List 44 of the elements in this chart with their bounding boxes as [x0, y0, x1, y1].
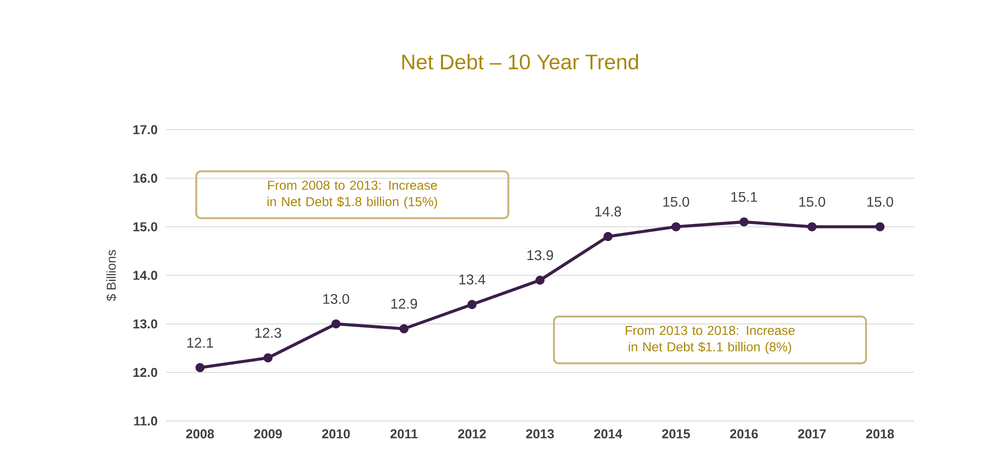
- y-tick-label: 11.0: [134, 416, 158, 426]
- chart-title: Net Debt – 10 Year Trend: [402, 54, 638, 70]
- point: [467, 300, 477, 310]
- x-tick-label: 2014: [594, 429, 622, 438]
- data-label: 15.0: [799, 196, 826, 207]
- point: [671, 222, 681, 232]
- y-axis-title: $ Billions: [106, 250, 117, 301]
- x-tick-label: 2012: [458, 429, 486, 438]
- data-label: 12.9: [391, 298, 418, 309]
- data-label: 13.4: [459, 274, 486, 284]
- data-label: 13.0: [323, 294, 350, 304]
- point: [535, 276, 545, 285]
- data-label: 15.0: [867, 196, 894, 207]
- data-label: 12.3: [255, 328, 282, 338]
- x-tick-label: 2009: [254, 429, 282, 438]
- x-tick-label: 2013: [526, 429, 554, 438]
- data-label: 12.1: [187, 338, 213, 348]
- y-tick-label: 17.0: [133, 125, 158, 134]
- point: [399, 324, 409, 334]
- point: [875, 222, 885, 232]
- x-tick-label: 2018: [866, 429, 894, 438]
- x-tick-label: 2016: [730, 429, 758, 438]
- x-tick-label: 2008: [186, 429, 214, 438]
- x-tick-label: 2011: [390, 429, 418, 438]
- x-tick-label: 2015: [662, 429, 690, 438]
- y-tick-label: 12.0: [133, 368, 158, 377]
- y-tick-label: 14.0: [133, 270, 158, 280]
- data-label: 13.9: [527, 250, 554, 260]
- data-label: 14.8: [595, 206, 622, 217]
- data-label: 15.1: [731, 192, 757, 202]
- point: [263, 353, 273, 362]
- point: [331, 319, 341, 328]
- x-tick-label: 2017: [798, 429, 826, 438]
- point: [603, 232, 613, 242]
- y-tick-label: 15.0: [133, 222, 158, 232]
- data-label: 15.0: [663, 196, 690, 207]
- point: [739, 217, 749, 226]
- annotation: From 2013 to 2018: Increase in Net Debt $1.1 billion (8%): [626, 326, 795, 354]
- point: [807, 222, 817, 232]
- y-tick-label: 16.0: [133, 174, 158, 183]
- point: [195, 363, 205, 372]
- annotation: From 2008 to 2013: Increase in Net Debt $1.8 billion (15%): [268, 180, 438, 209]
- x-tick-label: 2010: [322, 429, 350, 438]
- y-tick-label: 13.0: [133, 319, 158, 328]
